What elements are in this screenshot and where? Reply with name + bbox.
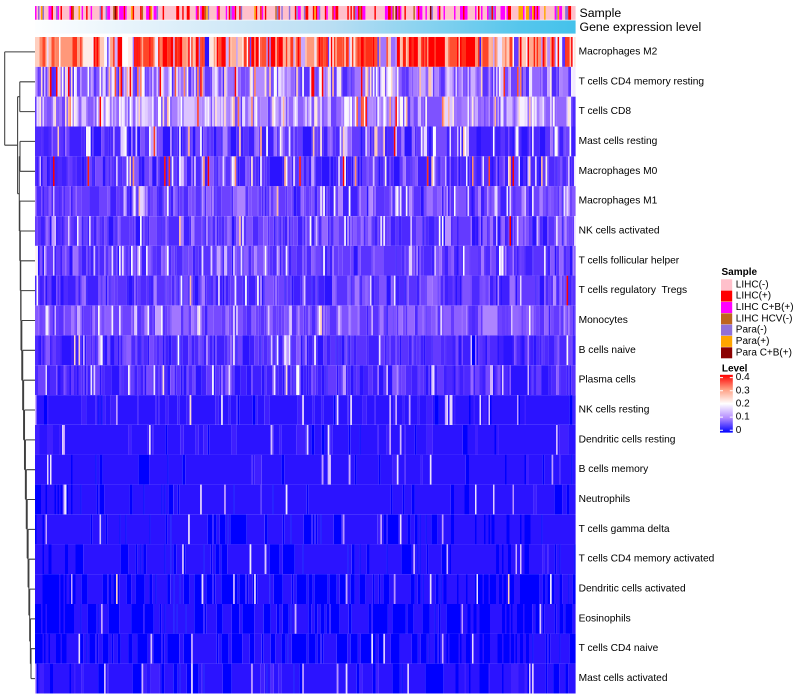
svg-text:Para(+): Para(+) <box>736 336 770 347</box>
svg-text:0.4: 0.4 <box>736 372 750 383</box>
svg-text:Eosinophils: Eosinophils <box>579 613 631 624</box>
svg-text:0.1: 0.1 <box>736 412 750 423</box>
svg-text:B cells memory: B cells memory <box>579 464 650 475</box>
svg-text:Sample: Sample <box>722 267 758 278</box>
svg-text:T cells follicular helper: T cells follicular helper <box>579 255 680 266</box>
svg-text:Para(-): Para(-) <box>736 325 767 336</box>
svg-text:Sample: Sample <box>580 6 622 20</box>
svg-text:0.2: 0.2 <box>736 398 750 409</box>
svg-text:Dendritic cells activated: Dendritic cells activated <box>579 584 686 595</box>
svg-text:T cells CD4 memory resting: T cells CD4 memory resting <box>579 76 705 87</box>
svg-text:Macrophages M2: Macrophages M2 <box>579 46 658 57</box>
svg-text:T cells CD4 naive: T cells CD4 naive <box>579 643 659 654</box>
svg-text:Mast cells activated: Mast cells activated <box>579 673 668 684</box>
svg-text:NK cells resting: NK cells resting <box>579 405 650 416</box>
svg-text:B cells naive: B cells naive <box>579 345 637 356</box>
svg-text:LIHC(+): LIHC(+) <box>736 291 771 302</box>
svg-text:LIHC C+B(+): LIHC C+B(+) <box>736 302 794 313</box>
svg-text:Para C+B(+): Para C+B(+) <box>736 347 792 358</box>
svg-text:Monocytes: Monocytes <box>579 315 628 326</box>
svg-text:Macrophages M0: Macrophages M0 <box>579 166 658 177</box>
svg-text:Dendritic cells resting: Dendritic cells resting <box>579 434 676 445</box>
svg-text:Mast cells resting: Mast cells resting <box>579 136 658 147</box>
svg-text:NK cells activated: NK cells activated <box>579 226 660 237</box>
svg-text:Gene expression level: Gene expression level <box>580 20 702 34</box>
svg-text:T cells gamma delta: T cells gamma delta <box>579 524 670 535</box>
svg-text:0.3: 0.3 <box>736 385 750 396</box>
svg-text:Neutrophils: Neutrophils <box>579 494 631 505</box>
svg-text:Level: Level <box>722 363 748 374</box>
svg-text:T cells regulatory Tregs: T cells regulatory Tregs <box>579 285 688 296</box>
svg-text:LIHC HCV(-): LIHC HCV(-) <box>736 313 793 324</box>
svg-text:Plasma cells: Plasma cells <box>579 375 636 386</box>
svg-text:T cells CD4 memory activated: T cells CD4 memory activated <box>579 554 715 565</box>
svg-text:0: 0 <box>736 425 742 436</box>
svg-text:T cells CD8: T cells CD8 <box>579 106 632 117</box>
svg-text:Macrophages M1: Macrophages M1 <box>579 196 658 207</box>
svg-text:LIHC(-): LIHC(-) <box>736 279 769 290</box>
